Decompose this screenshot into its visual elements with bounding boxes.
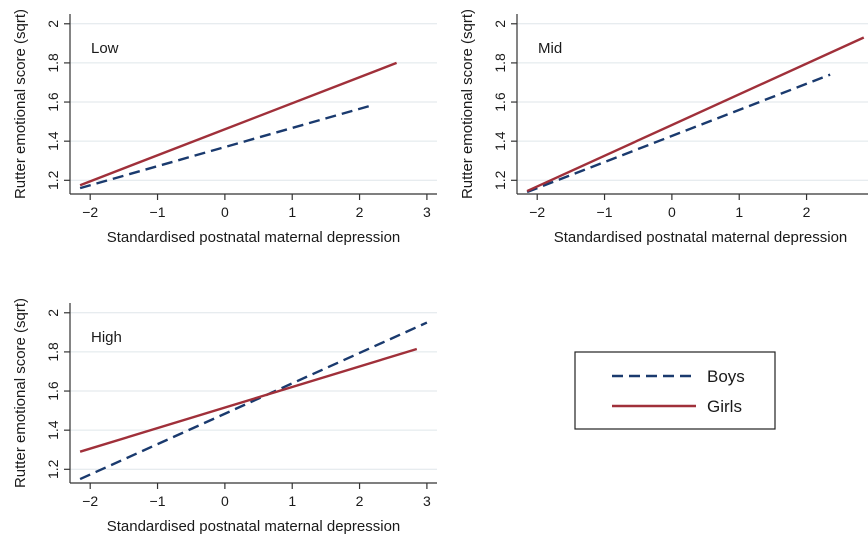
y-tick-label-4: 2 (492, 20, 508, 28)
x-tick-label-0: −2 (82, 204, 98, 220)
y-tick-label-4: 2 (45, 309, 61, 317)
x-tick-label-3: 1 (735, 204, 743, 220)
x-tick-label-5: 3 (423, 493, 431, 509)
series-line-girls (79, 61, 398, 187)
y-tick-label-1: 1.4 (492, 131, 508, 151)
y-tick-label-3: 1.8 (492, 53, 508, 73)
x-tick-label-0: −2 (82, 493, 98, 509)
series-line-boys (79, 321, 428, 481)
x-tick-label-3: 1 (288, 204, 296, 220)
x-tick-label-2: 0 (668, 204, 676, 220)
legend-label-girls: Girls (707, 397, 742, 416)
y-tick-label-3: 1.8 (45, 342, 61, 362)
x-tick-label-2: 0 (221, 493, 229, 509)
x-tick-label-1: −1 (597, 204, 613, 220)
x-tick-label-5: 3 (423, 204, 431, 220)
y-tick-label-0: 1.2 (492, 170, 508, 190)
y-tick-label-2: 1.6 (45, 92, 61, 112)
legend-box (574, 351, 776, 430)
y-axis-title: Rutter emotional score (sqrt) (459, 9, 476, 199)
legend-label-boys: Boys (707, 367, 745, 386)
x-tick-label-2: 0 (221, 204, 229, 220)
x-tick-label-4: 2 (356, 204, 364, 220)
y-tick-label-3: 1.8 (45, 53, 61, 73)
x-tick-label-4: 2 (803, 204, 811, 220)
panel-label: High (91, 329, 122, 346)
y-tick-label-2: 1.6 (45, 381, 61, 401)
panel-label: Low (91, 40, 119, 57)
x-axis-title: Standardised postnatal maternal depressi… (107, 229, 401, 246)
y-tick-label-0: 1.2 (45, 170, 61, 190)
y-axis-title: Rutter emotional score (sqrt) (12, 9, 29, 199)
chart-panel-low: 1.2 1.4 1.6 1.8 2 −2 −1 0 1 2 3 Standardised postna… (12, 9, 437, 246)
y-tick-label-1: 1.4 (45, 420, 61, 440)
y-tick-label-4: 2 (45, 20, 61, 28)
x-axis-title: Standardised postnatal maternal depressi… (554, 229, 848, 246)
series-line-boys (526, 73, 831, 194)
legend: Boys Girls (574, 351, 776, 430)
y-tick-label-2: 1.6 (492, 92, 508, 112)
x-axis-title: Standardised postnatal maternal depressi… (107, 518, 401, 535)
x-tick-label-0: −2 (529, 204, 545, 220)
x-tick-label-1: −1 (150, 493, 166, 509)
series-line-boys (79, 104, 370, 190)
y-tick-label-0: 1.2 (45, 459, 61, 479)
x-tick-label-4: 2 (356, 493, 364, 509)
y-axis-title: Rutter emotional score (sqrt) (12, 298, 29, 488)
x-tick-label-3: 1 (288, 493, 296, 509)
series-line-girls (79, 347, 418, 453)
y-tick-label-1: 1.4 (45, 131, 61, 151)
panel-label: Mid (538, 40, 562, 57)
series-line-girls (526, 36, 865, 193)
x-tick-label-1: −1 (150, 204, 166, 220)
chart-panel-high: 1.2 1.4 1.6 1.8 2 −2 −1 0 1 2 3 Standardised postna… (12, 298, 437, 535)
